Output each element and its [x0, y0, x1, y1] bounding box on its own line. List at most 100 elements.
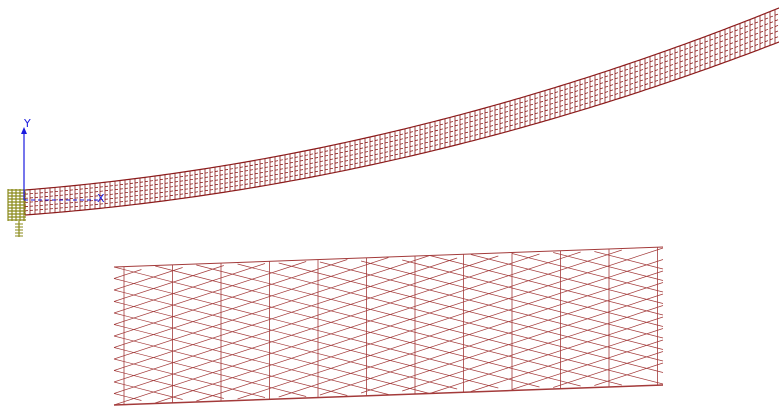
beam-element-line: [509, 124, 514, 127]
beam-edge: [524, 124, 531, 128]
beam-element-line: [579, 83, 584, 86]
beam-element-line: [529, 98, 534, 101]
beam-edge: [529, 123, 536, 126]
beam-edge: [439, 147, 446, 150]
beam-element-line: [359, 147, 364, 149]
detail-helix-line: [113, 251, 581, 406]
beam-edge: [274, 155, 281, 158]
beam-element-line: [479, 117, 484, 120]
beam-edge: [394, 157, 401, 161]
beam-edge: [104, 206, 111, 209]
beam-element-line: [689, 67, 694, 70]
beam-element-line: [569, 96, 574, 99]
beam-edge: [439, 118, 446, 121]
beam-element-line: [314, 157, 319, 159]
beam-element-line: [709, 55, 714, 58]
beam-element-line: [329, 163, 334, 165]
beam-element-line: [644, 77, 649, 80]
detail-helix-line: [319, 282, 664, 396]
beam-edge: [354, 166, 361, 169]
beam-element-line: [594, 99, 599, 102]
beam-edge: [409, 154, 416, 157]
beam-element-line: [639, 79, 644, 82]
beam-edge: [314, 174, 321, 177]
beam-element-line: [544, 104, 549, 107]
beam-element-line: [329, 153, 334, 156]
beam-edge: [624, 94, 631, 98]
beam-element-line: [714, 47, 719, 50]
beam-element-line: [759, 19, 764, 22]
beam-element-line: [254, 163, 259, 166]
beam-element-line: [679, 55, 684, 57]
detail-helix-line: [113, 301, 458, 390]
beam-edge: [699, 36, 706, 40]
detail-helix-line: [113, 289, 499, 389]
beam-element-line: [354, 157, 359, 160]
beam-element-line: [464, 126, 469, 129]
beam-element-line: [699, 58, 704, 61]
beam-element-line: [244, 174, 249, 176]
beam-element-line: [349, 163, 354, 166]
beam-edge: [414, 153, 421, 156]
beam-element-line: [359, 161, 364, 163]
beam-element-line: [629, 82, 634, 85]
beam-edge: [559, 114, 566, 118]
beam-edge: [444, 116, 451, 120]
beam-element-line: [484, 111, 489, 114]
beam-element-line: [644, 83, 649, 86]
beam-edge: [499, 101, 506, 105]
beam-edge: [664, 81, 671, 84]
beam-element-line: [644, 72, 649, 75]
beam-element-line: [589, 90, 594, 93]
beam-element-line: [704, 62, 709, 65]
beam-edge: [429, 120, 436, 124]
beam-edge: [714, 30, 721, 34]
beam-edge: [409, 125, 416, 129]
beam-element-line: [549, 113, 554, 115]
beam-element-line: [419, 133, 424, 136]
beam-element-line: [499, 112, 504, 115]
beam-edge: [769, 9, 776, 13]
beam-edge: [224, 164, 231, 167]
beam-edge: [504, 130, 511, 133]
beam-edge: [159, 200, 166, 202]
beam-element-line: [414, 129, 419, 132]
beam-edge: [609, 67, 616, 71]
beam-edge: [149, 175, 156, 178]
beam-element-line: [764, 17, 769, 20]
beam-edge: [139, 176, 146, 179]
beam-element-line: [554, 91, 559, 94]
beam-element-line: [719, 46, 724, 48]
beam-element-line: [634, 65, 639, 68]
beam-element-line: [664, 76, 669, 79]
beam-element-line: [724, 55, 729, 58]
beam-element-line: [394, 153, 399, 156]
beam-element-line: [444, 122, 449, 124]
x-axis-label: X: [97, 192, 105, 205]
beam-element-line: [279, 177, 284, 179]
beam-edge: [224, 190, 231, 193]
beam-edge: [594, 103, 601, 107]
beam-element-line: [544, 109, 549, 112]
beam-element-line: [769, 15, 774, 18]
beam-element-line: [694, 49, 699, 52]
beam-element-line: [714, 53, 719, 56]
beam-element-line: [604, 80, 609, 83]
detail-helix-line: [155, 265, 622, 386]
beam-edge: [664, 48, 671, 52]
beam-element-line: [499, 122, 504, 124]
beam-edge: [304, 149, 311, 152]
beam-element-line: [709, 44, 714, 47]
beam-element-line: [649, 65, 654, 68]
beam-element-line: [679, 60, 684, 63]
beam-element-line: [669, 58, 674, 61]
beam-element-line: [559, 89, 564, 92]
beam-element-line: [404, 151, 409, 153]
beam-edge: [699, 68, 706, 72]
beam-element-line: [769, 26, 774, 29]
beam-edge: [314, 147, 321, 150]
beam-element-line: [459, 118, 464, 121]
beam-element-line: [574, 105, 579, 108]
